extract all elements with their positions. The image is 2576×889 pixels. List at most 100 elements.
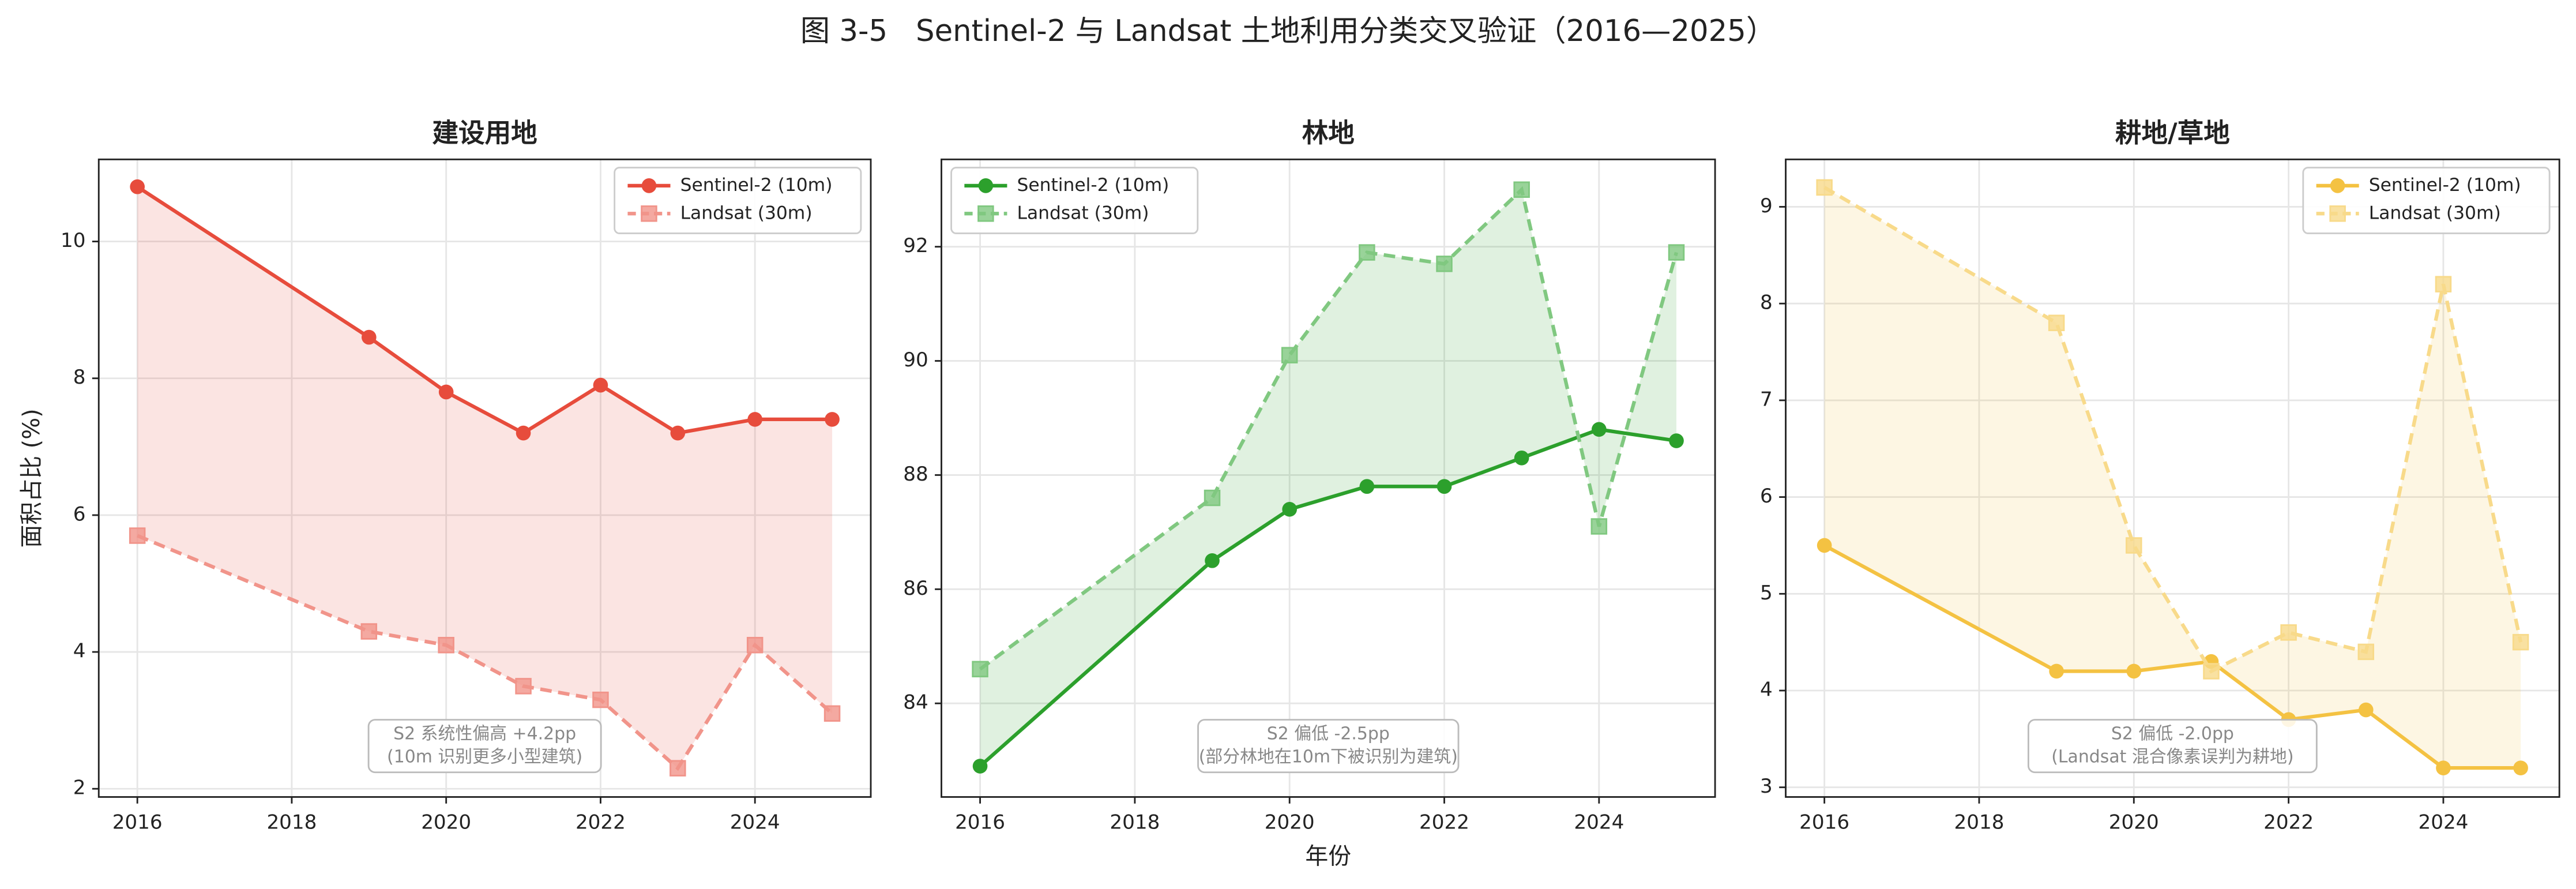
x-tick-label: 2022 xyxy=(576,811,626,834)
y-tick-label: 5 xyxy=(1760,582,1773,605)
y-tick-label: 86 xyxy=(903,577,928,600)
annotation-box xyxy=(367,719,602,774)
chart-title: 林地 xyxy=(1302,118,1355,148)
marker xyxy=(972,661,988,678)
x-tick-label: 2020 xyxy=(1265,811,1315,834)
legend-label: Landsat (30m) xyxy=(680,202,813,223)
legend-marker xyxy=(2329,205,2346,222)
marker xyxy=(593,377,608,393)
x-tick-label: 2016 xyxy=(955,811,1005,834)
x-tick-label: 2016 xyxy=(1799,811,1849,834)
marker xyxy=(2357,643,2375,661)
marker xyxy=(972,759,988,774)
marker xyxy=(2513,760,2528,775)
chart-title: 建设用地 xyxy=(432,118,537,148)
legend-label: Landsat (30m) xyxy=(2369,202,2501,223)
marker xyxy=(130,179,145,194)
legend-box xyxy=(614,167,862,234)
marker xyxy=(1204,489,1221,507)
marker xyxy=(670,760,686,777)
fill-between xyxy=(137,186,833,768)
marker xyxy=(2512,633,2529,651)
x-axis-label: 年份 xyxy=(1305,843,1351,869)
marker xyxy=(361,329,377,345)
marker xyxy=(747,412,763,427)
annotation-box xyxy=(1197,719,1460,774)
marker xyxy=(360,623,378,640)
axes-frame xyxy=(941,158,1716,798)
legend-marker xyxy=(641,178,657,193)
x-tick-label: 2024 xyxy=(1574,811,1624,834)
annotation-text: S2 偏低 -2.0pp xyxy=(2111,724,2234,744)
y-tick-label: 8 xyxy=(1760,291,1773,314)
x-tick-label: 2016 xyxy=(112,811,163,834)
marker xyxy=(438,636,454,654)
x-tick-label: 2022 xyxy=(1419,811,1469,834)
annotation-text: S2 系统性偏高 +4.2pp xyxy=(393,724,576,744)
legend-box xyxy=(950,167,1199,234)
marker xyxy=(1282,501,1298,517)
fill-between xyxy=(1824,187,2521,768)
x-tick-label: 2020 xyxy=(2109,811,2159,834)
marker xyxy=(515,678,532,695)
marker xyxy=(516,425,531,441)
x-tick-label: 2024 xyxy=(2418,811,2468,834)
marker xyxy=(438,384,454,400)
y-tick-label: 10 xyxy=(61,229,85,252)
x-tick-label: 2022 xyxy=(2263,811,2314,834)
fill-between xyxy=(980,189,1677,767)
marker xyxy=(1669,433,1684,448)
y-tick-label: 92 xyxy=(903,234,928,257)
marker xyxy=(2048,314,2065,331)
axes-frame xyxy=(1785,158,2560,798)
marker xyxy=(592,691,609,708)
marker xyxy=(1592,422,1607,437)
marker xyxy=(1513,181,1530,198)
series-line xyxy=(136,534,834,771)
marker xyxy=(2126,537,2142,554)
legend-box xyxy=(2302,167,2551,234)
marker xyxy=(1205,553,1220,568)
x-tick-label: 2018 xyxy=(266,811,317,834)
legend-marker xyxy=(641,205,657,222)
annotation-box xyxy=(2028,719,2318,774)
marker xyxy=(2203,663,2220,680)
marker xyxy=(823,705,841,722)
marker xyxy=(2435,276,2452,292)
marker xyxy=(2436,760,2451,775)
chart-title: 耕地/草地 xyxy=(2115,118,2230,148)
marker xyxy=(1817,538,1832,553)
figure-title: 图 3-5 Sentinel-2 与 Landsat 土地利用分类交叉验证（20… xyxy=(800,14,1776,48)
legend-marker xyxy=(977,205,994,222)
y-tick-label: 7 xyxy=(1760,388,1773,411)
x-tick-label: 2020 xyxy=(421,811,471,834)
y-tick-label: 90 xyxy=(903,348,928,372)
legend-label: Sentinel-2 (10m) xyxy=(680,175,833,196)
series-line xyxy=(1823,186,2523,674)
marker xyxy=(129,527,146,544)
marker xyxy=(1281,347,1298,363)
series-line xyxy=(136,185,833,436)
y-tick-label: 88 xyxy=(903,463,928,486)
series-line xyxy=(979,186,1679,671)
marker xyxy=(1816,179,1833,196)
marker xyxy=(1590,518,1608,535)
y-tick-label: 6 xyxy=(1760,485,1773,508)
y-tick-label: 3 xyxy=(1760,775,1773,798)
marker xyxy=(670,425,686,441)
marker xyxy=(1514,450,1529,466)
marker xyxy=(825,412,840,427)
marker xyxy=(2358,702,2374,718)
x-tick-label: 2018 xyxy=(1110,811,1160,834)
marker xyxy=(1436,479,1452,494)
y-tick-label: 2 xyxy=(73,777,86,800)
marker xyxy=(2126,663,2142,679)
marker xyxy=(1359,479,1375,494)
annotation-text: (Landsat 混合像素误判为耕地) xyxy=(2051,747,2293,767)
marker xyxy=(1359,244,1375,261)
legend-marker xyxy=(978,178,994,193)
legend-label: Sentinel-2 (10m) xyxy=(1017,175,1169,196)
legend-label: Sentinel-2 (10m) xyxy=(2369,175,2521,196)
legend-label: Landsat (30m) xyxy=(1017,202,1149,223)
